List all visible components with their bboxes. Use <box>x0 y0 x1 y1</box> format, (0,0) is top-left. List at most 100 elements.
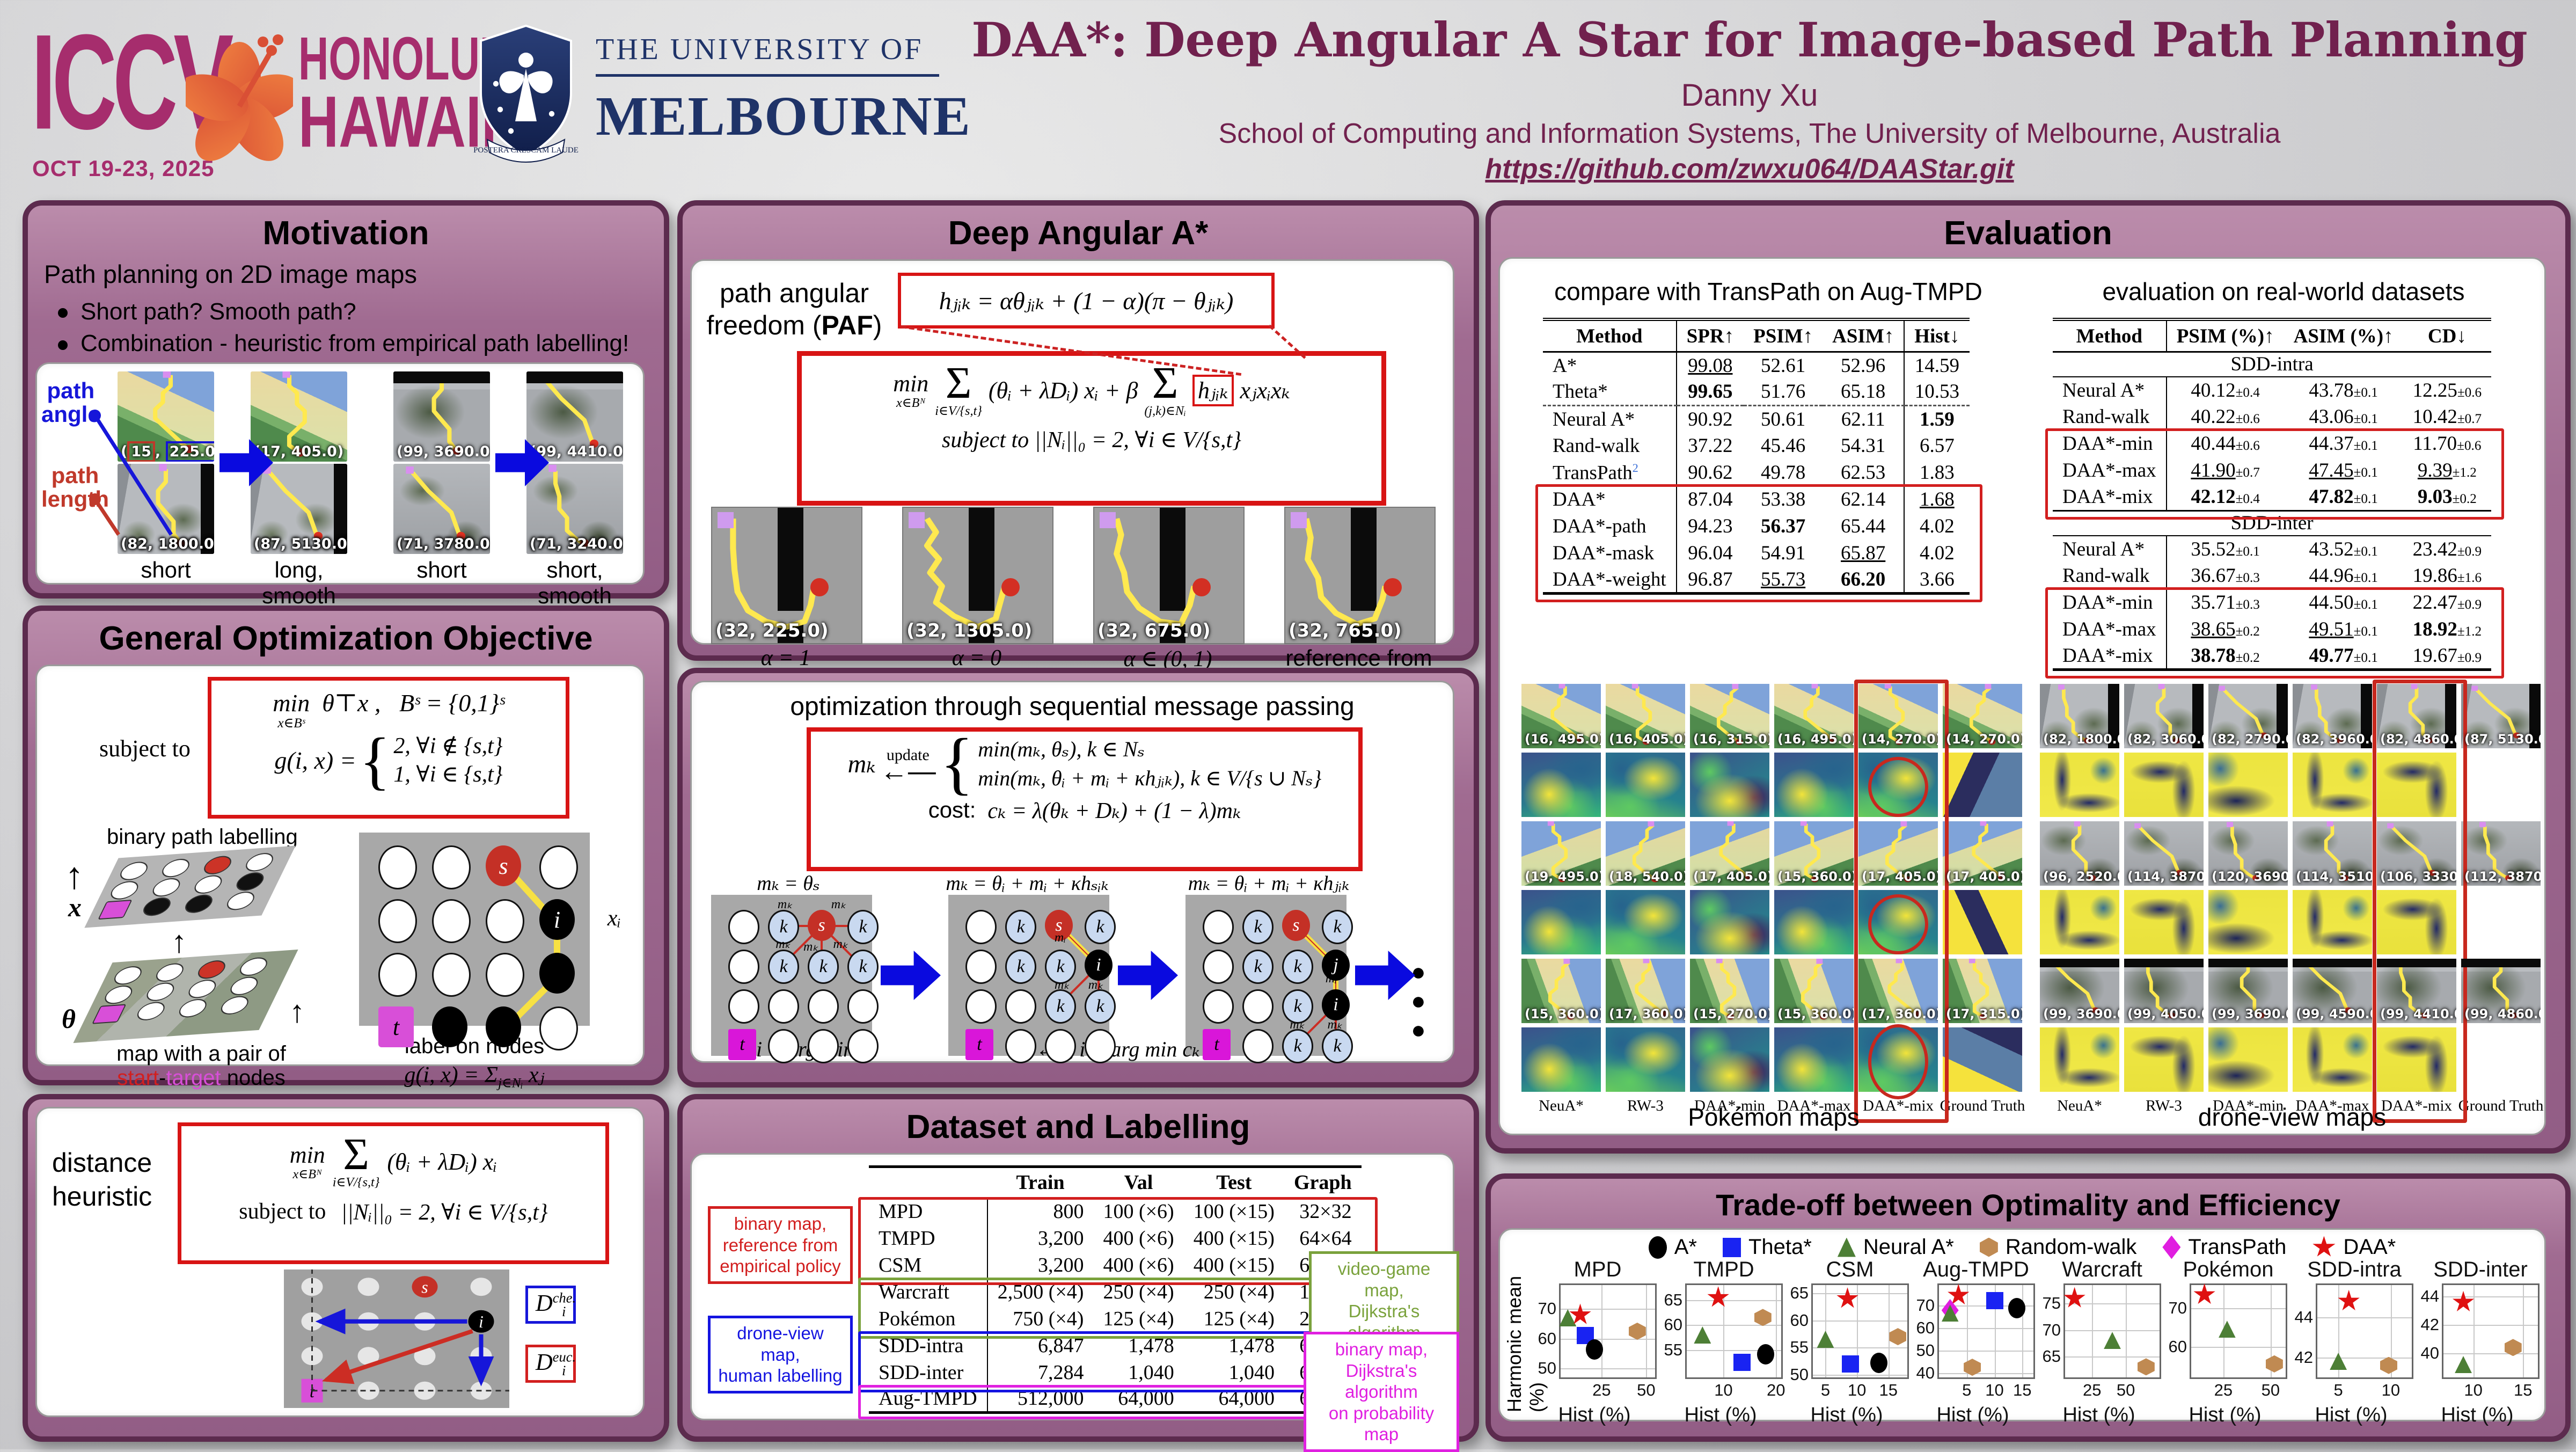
column-header <box>869 1165 987 1199</box>
neural-a--point <box>1817 1331 1834 1348</box>
x-tick-label: 50 <box>1637 1381 1656 1399</box>
heatmap-tile <box>1606 1027 1685 1092</box>
metric-value: 66.20 <box>1841 568 1886 590</box>
path-overlay <box>903 508 1052 643</box>
heatmap-tile <box>2293 890 2372 954</box>
metric-value: 49.51 <box>2309 618 2354 640</box>
result-map-tile: (17, 405.0) <box>1943 821 2022 886</box>
target-marker <box>810 578 829 597</box>
result-map-tile: (82, 3060.0) <box>2124 684 2204 748</box>
path-overlay <box>1858 684 1938 748</box>
y-tick-label: 42 <box>2420 1315 2439 1334</box>
result-map-tile: (82, 1800.0) <box>2040 684 2119 748</box>
gridline <box>1776 1285 1777 1377</box>
map-metrics-label: (82, 3960.0) <box>2296 732 2372 747</box>
plot-title: CSM <box>1826 1258 1874 1281</box>
motivation-map-tile: (15, 225.0) <box>118 371 214 462</box>
ann-magenta-note: binary map, Dijkstra's algorithm on prob… <box>1304 1332 1459 1452</box>
metric-cell: 10.53 <box>1904 378 1970 406</box>
map-metrics-label: (32, 675.0) <box>1097 620 1211 641</box>
metric-value: 49.77 <box>2309 644 2354 667</box>
y-tick-label: 44 <box>2294 1307 2313 1326</box>
node-neighbor: k <box>1085 910 1116 944</box>
message-label: mₖ <box>831 897 846 911</box>
node-neighbor: k <box>1005 950 1036 984</box>
stderr-value: ±0.4 <box>2235 385 2260 400</box>
method-name: DAA*-min <box>2062 592 2153 614</box>
daa-example-tile: (32, 1305.0) <box>902 507 1053 644</box>
metric-value: 52.61 <box>1760 354 1806 377</box>
legend-item-neural-a-: Neural A* <box>1837 1235 1954 1259</box>
mp-grid-2: k s k k k i k k t mᵢ mₖ mₖ <box>948 895 1116 1063</box>
github-link[interactable]: https://github.com/zwxu064/DAAStar.git <box>1485 154 2014 185</box>
path-overlay <box>1521 959 1601 1023</box>
metric-value: 37.22 <box>1688 435 1733 457</box>
dataset-row: MPD 800 100 (×6) 100 (×15) 32×32 <box>869 1198 1362 1225</box>
stderr-value: ±0.6 <box>2457 439 2482 453</box>
map-metrics-label: (87, 5130.0) <box>254 536 347 552</box>
plot-title: TMPD <box>1693 1258 1754 1281</box>
section-name: SDD-inter <box>2053 510 2492 536</box>
plot-area: 50 55 60 65 5 10 15 <box>1790 1283 1909 1399</box>
result-map-tile: (19, 495.0) <box>1521 821 1601 886</box>
tradeoff-legend: A* Theta* Neural A* Random-walk TransPath DAA… <box>1500 1235 2544 1259</box>
motivation-map-tile: (87, 5130.0) (87, 5130.0) <box>251 464 347 554</box>
motivation-map-tile: (99, 4410.0) <box>526 371 623 462</box>
metric-value: 22.47 <box>2412 592 2457 614</box>
metric-cell: 49.51±0.1 <box>2284 616 2403 643</box>
metric-cell: 99.65 <box>1675 378 1744 406</box>
goo-formula-line1: min x∈Bˢ θ⊤x , Bˢ = {0,1}ˢ <box>273 689 504 731</box>
metric-cell: 1.68 <box>1904 486 1970 513</box>
gridline <box>2317 1317 2412 1318</box>
dataset-value: 250 (×4) <box>1103 1280 1174 1303</box>
plot-title: Pokémon <box>2183 1258 2274 1281</box>
message-label: mₖ <box>833 937 848 951</box>
map-metrics-label: (99, 3690.0) <box>2043 1006 2119 1021</box>
map-metrics-label: (87, 5130.0) <box>2464 732 2541 747</box>
stderr-value: ±0.1 <box>2353 412 2378 426</box>
metric-value: 36.67 <box>2191 565 2236 587</box>
method-name: Rand-walk <box>1553 435 1640 457</box>
tradeoff-plots: MPD 50 60 70 25 50 Hist (%) TMPD 55 60 65 10 20 Hist … <box>1535 1258 2544 1426</box>
heatmap-tile <box>2124 753 2204 817</box>
eval-table1: Method SPR↑ PSIM↑ ASIM↑ Hist↓ A* 99.08 52.61 52.… <box>1535 318 1982 602</box>
metric-value: 99.08 <box>1688 354 1733 377</box>
heatmap-tile <box>1943 753 2022 817</box>
up-arrow-icon: ↑ <box>171 924 187 959</box>
dataset-value: 800 <box>986 1198 1094 1225</box>
metric-cell: 43.52±0.1 <box>2284 536 2403 563</box>
node <box>432 1006 467 1047</box>
result-map-tile: (82, 3960.0) <box>2293 684 2372 748</box>
method-name: Neural A* <box>2062 379 2145 402</box>
mp-step2-caption: mₖ = θᵢ + mᵢ + κhₛᵢₖ <box>946 872 1109 895</box>
gridline <box>1561 1309 1655 1310</box>
metric-value: 62.11 <box>1841 408 1885 431</box>
dataset-name: SDD-intra <box>879 1334 964 1357</box>
metric-cell: 10.42±0.7 <box>2403 404 2492 431</box>
metric-cell: 99.08 <box>1675 352 1744 379</box>
stderr-value: ±0.2 <box>2235 624 2260 639</box>
plot-xlabel: Hist (%) <box>2189 1404 2262 1426</box>
grid-column-label: NeuA* <box>2057 1097 2102 1114</box>
node <box>1005 989 1036 1024</box>
hexagon-marker-icon <box>1979 1237 1998 1257</box>
plot-title: SDD-intra <box>2307 1258 2402 1281</box>
node-neighbor: k <box>1045 950 1076 984</box>
dataset-name: CSM <box>879 1253 922 1276</box>
metric-row: Rand-walk 37.22 45.46 54.31 6.57 <box>1543 432 1970 459</box>
x-tick-label: 20 <box>1766 1381 1785 1399</box>
node-start: s <box>1282 910 1310 941</box>
motivation-map-tile: (71, 3240.0) (71, 3240.0) <box>526 464 623 554</box>
stderr-value: ±0.9 <box>2457 544 2482 559</box>
x-tick-label: 25 <box>2214 1381 2233 1399</box>
lattice-node <box>149 877 184 898</box>
lattice-node <box>175 998 210 1018</box>
gridline <box>2270 1285 2272 1377</box>
dataset-value: 2,500 (×4) <box>986 1278 1094 1305</box>
target-marker <box>1001 578 1020 597</box>
diamond-marker-icon <box>2162 1235 2181 1259</box>
heatmap-tile <box>2040 1027 2119 1092</box>
triangle-marker-icon <box>1837 1237 1856 1257</box>
metric-cell: 1.59 <box>1904 405 1970 433</box>
a--point <box>1586 1339 1604 1360</box>
